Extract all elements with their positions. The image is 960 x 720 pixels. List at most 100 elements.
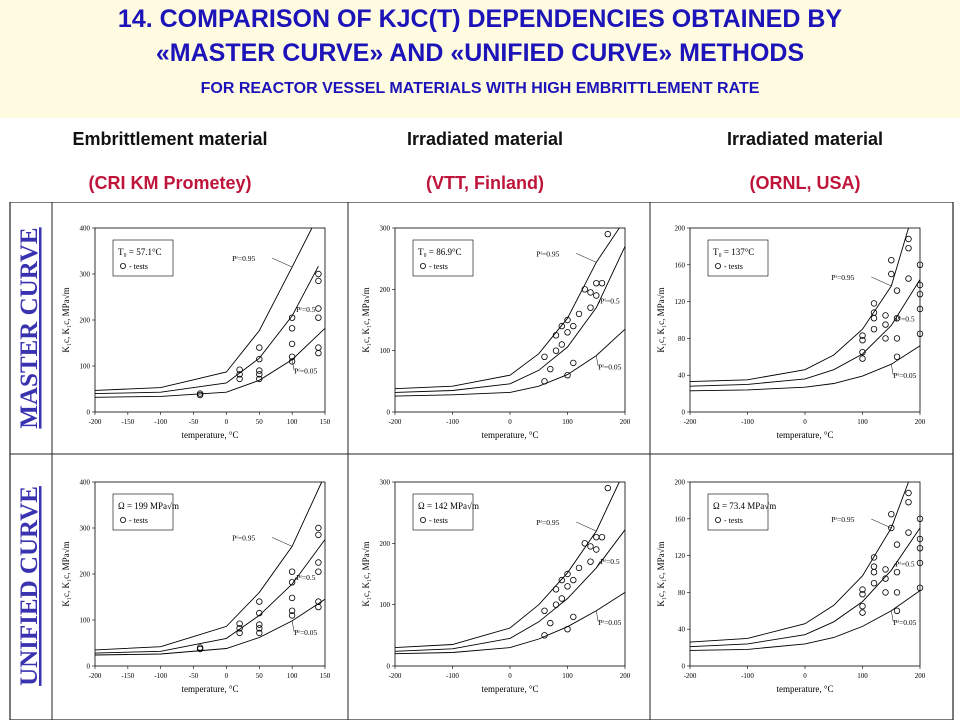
data-point [916, 515, 924, 522]
data-point [888, 270, 895, 278]
data-point [552, 601, 560, 608]
title-block: 14. COMPARISON OF KJC(T) DEPENDENCIES OB… [0, 0, 960, 118]
curve-label-leader [871, 518, 892, 529]
y-tick-label: 0 [682, 663, 686, 671]
data-point [315, 531, 322, 539]
data-point [893, 569, 901, 576]
data-point [564, 626, 571, 633]
data-point [604, 230, 611, 238]
y-tick-label: 300 [80, 271, 91, 279]
curve-label: Pᶠ=0.05 [598, 363, 621, 372]
data-point [570, 322, 577, 330]
x-tick-label: 100 [857, 418, 868, 426]
column-header-ornl: Irradiated material (ORNL, USA) [645, 126, 960, 196]
data-point [905, 245, 912, 252]
legend-tests-label: - tests [429, 262, 448, 271]
curve-label: Pᶠ=0.05 [893, 618, 916, 627]
x-tick-label: 0 [225, 418, 229, 426]
curve-pf_low [394, 592, 626, 655]
x-tick-label: -100 [154, 418, 167, 426]
legend-parameter: Ω = 142 MPa√m [418, 501, 479, 511]
curve-label-leader [596, 560, 601, 568]
data-point [916, 261, 924, 268]
y-axis-label: K₁c, K₁c, MPa√m [656, 287, 666, 352]
data-point [916, 535, 924, 543]
legend-box [112, 239, 174, 277]
y-tick-label: 100 [80, 617, 91, 625]
data-point [882, 312, 889, 319]
data-point [256, 625, 263, 632]
data-point [570, 576, 577, 584]
data-point [593, 292, 600, 299]
data-point [870, 300, 878, 307]
y-tick-label: 40 [678, 626, 686, 634]
legend-marker [715, 516, 722, 523]
x-axis-label: temperature, °C [776, 430, 833, 440]
data-point [315, 277, 322, 285]
legend-parameter: T₀ = 137°C [713, 247, 754, 257]
column-source: (VTT, Finland) [426, 173, 544, 193]
x-tick-label: 200 [915, 672, 926, 680]
y-tick-label: 200 [675, 225, 686, 233]
row-label-master-curve: MASTER CURVE [16, 227, 43, 428]
data-point [870, 580, 878, 587]
curve-label: Pᶠ=0.05 [893, 371, 916, 380]
data-point [882, 566, 889, 573]
data-point [916, 281, 924, 289]
data-point [552, 332, 560, 339]
legend-parameter: Ω = 199 MPa√m [118, 501, 179, 511]
data-point [256, 344, 263, 351]
data-point [604, 484, 611, 492]
x-tick-label: 100 [287, 418, 298, 426]
data-point [236, 625, 243, 632]
data-point [315, 349, 322, 357]
data-point [256, 371, 263, 378]
curve-label: Pᶠ=0.95 [232, 254, 255, 263]
y-tick-label: 200 [380, 286, 391, 294]
data-point [905, 529, 912, 536]
x-axis-label: temperature, °C [776, 684, 833, 694]
y-tick-label: 200 [80, 571, 91, 579]
data-point [541, 353, 548, 360]
column-header-prometey: Embrittlement material (CRI KM Prometey) [10, 126, 330, 196]
data-point [905, 499, 912, 506]
data-point [581, 540, 588, 547]
legend-box [412, 239, 474, 277]
data-point [916, 584, 924, 591]
curve-label: Pᶠ=0.5 [600, 297, 620, 306]
data-point [888, 257, 895, 264]
curve-pf_high [94, 227, 313, 391]
data-point [315, 568, 322, 575]
data-point [587, 289, 594, 296]
curve-pf_mid [689, 527, 921, 648]
chart-unified-1: -200 -100 0 100 200 0 100 200 300 temperature, °C… [361, 479, 631, 695]
data-point [893, 589, 901, 596]
data-point [256, 598, 263, 605]
x-tick-label: 200 [620, 672, 631, 680]
x-tick-label: 0 [803, 672, 807, 680]
legend-box [707, 239, 769, 277]
data-point [870, 309, 878, 316]
column-headers: Embrittlement material (CRI KM Prometey)… [0, 118, 960, 202]
x-axis-label: temperature, °C [181, 430, 238, 440]
data-point [570, 359, 577, 367]
data-point [564, 583, 571, 590]
column-source: (ORNL, USA) [749, 173, 861, 193]
data-point [916, 330, 924, 337]
data-point [288, 358, 296, 365]
x-tick-label: -200 [389, 418, 402, 426]
x-tick-label: 0 [803, 418, 807, 426]
data-point [196, 391, 204, 399]
x-tick-label: 100 [287, 672, 298, 680]
data-point [315, 305, 322, 312]
curve-pf_mid [94, 265, 319, 395]
curve-label-leader [576, 253, 597, 263]
x-tick-label: -200 [389, 672, 402, 680]
curve-pf_low [94, 327, 326, 398]
curve-label-leader [291, 359, 295, 371]
curve-label: Pᶠ=0.95 [536, 249, 559, 258]
chart-grid: MASTER CURVE UNIFIED CURVE -200 -150 -100-… [0, 202, 960, 720]
data-point [256, 375, 263, 383]
data-point [916, 290, 924, 298]
data-point [564, 316, 571, 324]
